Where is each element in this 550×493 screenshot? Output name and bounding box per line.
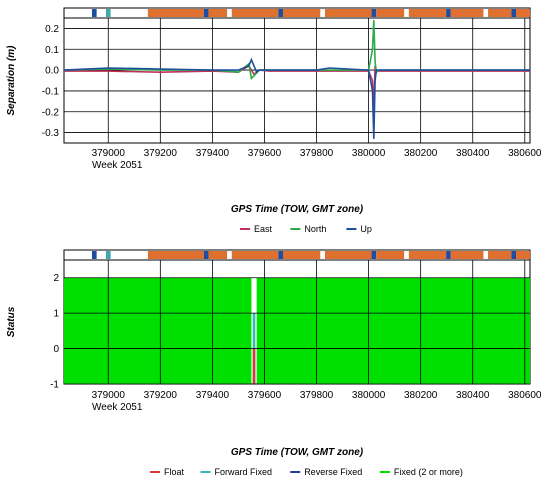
strip-segment	[105, 9, 111, 17]
legend-label: Forward Fixed	[215, 467, 273, 477]
strip-segment	[208, 251, 228, 259]
x-tick-label: 380000	[352, 390, 386, 401]
strip-segment	[488, 9, 512, 17]
x-tick-label: 380400	[456, 148, 490, 159]
legend-label: Float	[164, 467, 185, 477]
status-strip-segments	[91, 9, 530, 17]
strip-segment	[203, 251, 209, 259]
strip-segment	[91, 251, 97, 259]
x-tick-label: 379600	[248, 390, 282, 401]
x-tick-label: 380400	[456, 390, 490, 401]
status-strip-segments	[91, 251, 530, 259]
strip-segment	[283, 251, 321, 259]
strip-segment	[516, 9, 530, 17]
x-tick-label: 380600	[508, 148, 542, 159]
fixed-fill	[256, 277, 530, 384]
strip-segment	[324, 9, 372, 17]
strip-segment	[446, 9, 451, 17]
status-fill	[64, 277, 530, 384]
x-tick-label: 379000	[92, 390, 126, 401]
y-tick-label: 0.2	[45, 24, 59, 35]
strip-segment	[324, 251, 372, 259]
x-tick-label: 379400	[196, 148, 230, 159]
x-axis-title: GPS Time (TOW, GMT zone)	[231, 204, 364, 215]
x-tick-label: 379200	[144, 148, 178, 159]
status-chart: -1 0 1 2 379000 379200 379400 379600 379800 3800…	[6, 249, 542, 477]
y-tick-label: 0.1	[45, 45, 59, 56]
strip-segment	[376, 251, 405, 259]
y-tick-label: -0.3	[42, 128, 60, 139]
series-line-up	[63, 57, 530, 139]
x-tick-label: 379400	[196, 390, 230, 401]
x-tick-label: 379000	[92, 148, 126, 159]
strip-segment	[278, 9, 284, 17]
y-axis-title: Status	[6, 306, 17, 337]
strip-segment	[408, 251, 447, 259]
x-tick-label: 379200	[144, 390, 178, 401]
separation-chart: -0.3 -0.2 -0.1 0.0 0.1 0.2 379000 379200 379400…	[6, 7, 542, 234]
float-fill	[252, 348, 256, 384]
strip-segment	[408, 9, 447, 17]
legend-label: East	[254, 224, 273, 234]
strip-segment	[91, 9, 97, 17]
strip-segment	[208, 9, 228, 17]
y-tick-label: -0.1	[42, 86, 60, 97]
strip-segment	[147, 251, 204, 259]
strip-segment	[105, 251, 111, 259]
strip-segment	[511, 9, 517, 17]
y-axis-title: Separation (m)	[6, 45, 17, 116]
strip-segment	[147, 9, 204, 17]
legend: Float Forward Fixed Reverse Fixed Fixed (2 …	[150, 467, 463, 477]
legend-label: Reverse Fixed	[304, 467, 362, 477]
strip-segment	[446, 251, 451, 259]
plot-area	[63, 17, 531, 144]
strip-segment	[231, 251, 279, 259]
y-tick-label: 1	[53, 309, 59, 320]
x-axis-title: GPS Time (TOW, GMT zone)	[231, 447, 364, 458]
strip-segment	[488, 251, 512, 259]
strip-segment	[203, 9, 209, 17]
y-tick-label: 0.0	[45, 66, 59, 77]
x-tick-label: 380600	[508, 390, 542, 401]
x-tick-labels: 379000 379200 379400 379600 379800 380000 3802…	[92, 148, 542, 159]
x-tick-label: 379800	[300, 148, 334, 159]
x-tick-label: 380200	[404, 148, 438, 159]
strip-segment	[231, 9, 279, 17]
series-lines	[63, 20, 530, 139]
legend-label: Fixed (2 or more)	[394, 467, 463, 477]
x-tick-label: 379800	[300, 390, 334, 401]
fixed-fill	[64, 277, 252, 384]
legend-label: North	[304, 224, 326, 234]
y-tick-labels: -1 0 1 2	[50, 273, 59, 390]
week-label: Week 2051	[92, 160, 143, 171]
week-label: Week 2051	[92, 402, 143, 413]
strip-segment	[516, 251, 530, 259]
x-tick-labels: 379000 379200 379400 379600 379800 380000 3802…	[92, 390, 542, 401]
legend-label: Up	[360, 224, 372, 234]
x-tick-label: 379600	[248, 148, 282, 159]
y-tick-label: 0	[53, 344, 59, 355]
y-tick-labels: -0.3 -0.2 -0.1 0.0 0.1 0.2	[42, 24, 60, 139]
strip-segment	[371, 9, 377, 17]
y-tick-label: -1	[50, 380, 59, 391]
strip-segment	[278, 251, 284, 259]
strip-segment	[283, 9, 321, 17]
strip-segment	[376, 9, 405, 17]
strip-segment	[450, 251, 484, 259]
x-tick-label: 380000	[352, 148, 386, 159]
strip-segment	[371, 251, 377, 259]
legend: East North Up	[240, 224, 372, 234]
y-tick-label: -0.2	[42, 107, 60, 118]
x-tick-label: 380200	[404, 390, 438, 401]
strip-segment	[450, 9, 484, 17]
y-tick-label: 2	[53, 273, 59, 284]
strip-segment	[511, 251, 517, 259]
grid-lines	[64, 260, 530, 385]
